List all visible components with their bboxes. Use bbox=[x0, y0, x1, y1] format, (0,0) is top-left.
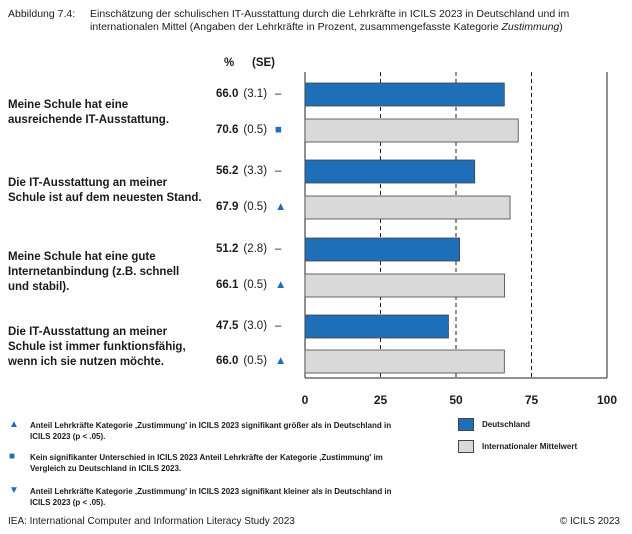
standard-error: (3.0) bbox=[243, 320, 268, 332]
question-3-label: Meine Schule hat eine gute Internetanbin… bbox=[8, 251, 180, 293]
percent-value: 47.5 bbox=[216, 320, 239, 332]
footer-copyright: © ICILS 2023 bbox=[559, 516, 620, 527]
bar-chart: 0 25 50 75 100 bbox=[302, 72, 617, 407]
legend-label-deutschland: Deutschland bbox=[482, 420, 531, 429]
standard-error: (0.5) bbox=[243, 201, 268, 213]
standard-error: (3.1) bbox=[243, 88, 268, 100]
question-1-label: Meine Schule hat eine ausreichende IT-Au… bbox=[8, 99, 170, 126]
value-deutschland-q4: 47.5 (3.0) – bbox=[216, 320, 296, 332]
square-icon: ■ bbox=[9, 451, 16, 462]
footer-source: IEA: International Computer and Informat… bbox=[8, 516, 295, 527]
legend-label-international: Internationaler Mittelwert bbox=[482, 442, 578, 451]
bar-international-q3 bbox=[304, 273, 506, 298]
x-tick-label-0: 0 bbox=[302, 393, 309, 407]
x-tick-label-25: 25 bbox=[374, 393, 388, 407]
standard-error: (0.5) bbox=[243, 355, 268, 367]
significance-marker: ▲ bbox=[275, 201, 287, 213]
standard-error: (2.8) bbox=[243, 243, 268, 255]
pct-column-header: % bbox=[224, 57, 235, 69]
percent-value: 66.1 bbox=[216, 279, 239, 291]
x-tick-label-75: 75 bbox=[525, 393, 539, 407]
figure-label: Abbildung 7.4: bbox=[8, 8, 76, 20]
question-4-label: Die IT-Ausstattung an meiner Schule ist … bbox=[8, 326, 186, 368]
figure-caption: Einschätzung der schulischen IT-Ausstatt… bbox=[90, 8, 570, 33]
bar-deutschland-q3 bbox=[304, 237, 461, 262]
value-international-q4: 66.0 (0.5) ▲ bbox=[216, 355, 296, 367]
x-tick-label-50: 50 bbox=[449, 393, 463, 407]
standard-error: (0.5) bbox=[243, 279, 268, 291]
question-2-label: Die IT-Ausstattung an meiner Schule ist … bbox=[8, 177, 202, 204]
standard-error: (3.3) bbox=[243, 165, 268, 177]
value-deutschland-q2: 56.2 (3.3) – bbox=[216, 165, 296, 177]
percent-value: 56.2 bbox=[216, 165, 239, 177]
percent-value: 51.2 bbox=[216, 243, 239, 255]
value-deutschland-q3: 51.2 (2.8) – bbox=[216, 243, 296, 255]
x-tick-label-100: 100 bbox=[597, 393, 617, 407]
significance-marker: ■ bbox=[275, 124, 282, 136]
down-triangle-icon: ▼ bbox=[9, 485, 19, 496]
bar-deutschland-q1 bbox=[304, 82, 505, 107]
percent-value: 66.0 bbox=[216, 88, 239, 100]
note-no-significant-difference: Kein signifikanter Unterschied in ICILS … bbox=[30, 453, 383, 473]
bar-deutschland-q2 bbox=[304, 159, 476, 184]
up-triangle-icon: ▲ bbox=[9, 419, 19, 430]
value-deutschland-q1: 66.0 (3.1) – bbox=[216, 88, 296, 100]
significance-marker: – bbox=[275, 165, 282, 177]
value-international-q3: 66.1 (0.5) ▲ bbox=[216, 279, 296, 291]
value-international-q1: 70.6 (0.5) ■ bbox=[216, 124, 296, 136]
legend-swatch-deutschland bbox=[458, 418, 474, 431]
significance-marker: ▲ bbox=[275, 279, 287, 291]
percent-value: 67.9 bbox=[216, 201, 239, 213]
legend-swatch-international bbox=[458, 440, 474, 453]
percent-value: 70.6 bbox=[216, 124, 239, 136]
note-significantly-smaller: Anteil Lehrkräfte Kategorie ‚Zustimmung'… bbox=[30, 487, 392, 507]
percent-value: 66.0 bbox=[216, 355, 239, 367]
significance-marker: – bbox=[275, 88, 282, 100]
value-international-q2: 67.9 (0.5) ▲ bbox=[216, 201, 296, 213]
bar-international-q2 bbox=[304, 195, 511, 220]
note-significantly-greater: Anteil Lehrkräfte Kategorie ‚Zustimmung'… bbox=[30, 421, 392, 441]
standard-error: (0.5) bbox=[243, 124, 268, 136]
bar-international-q4 bbox=[304, 349, 505, 374]
significance-marker: – bbox=[275, 243, 282, 255]
se-column-header: (SE) bbox=[252, 57, 275, 69]
significance-marker: – bbox=[275, 320, 282, 332]
significance-marker: ▲ bbox=[275, 355, 287, 367]
bar-deutschland-q4 bbox=[304, 314, 449, 339]
bar-international-q1 bbox=[304, 118, 519, 143]
